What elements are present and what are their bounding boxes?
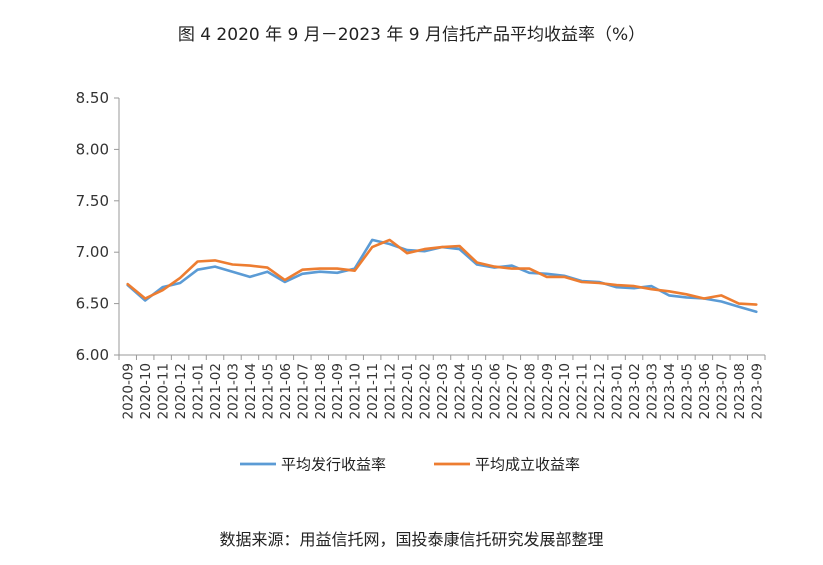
- x-tick-label: 2022-12: [592, 363, 608, 419]
- x-tick-label: 2021-02: [208, 363, 224, 419]
- x-tick-label: 2021-09: [330, 363, 346, 419]
- axes: [118, 98, 765, 356]
- legend: 平均发行收益率 平均成立收益率: [240, 456, 580, 474]
- x-tick-label: 2021-12: [383, 363, 399, 419]
- x-tick-label: 2021-04: [243, 363, 259, 419]
- x-tick-label: 2022-07: [505, 363, 521, 419]
- x-tick-label: 2021-05: [260, 363, 276, 419]
- x-tick-label: 2020-12: [173, 363, 189, 419]
- series-line-2: [126, 238, 758, 306]
- x-tick-label: 2022-09: [540, 363, 556, 419]
- x-tick-label: 2023-08: [732, 363, 748, 419]
- x-tick-label: 2023-04: [662, 363, 678, 419]
- x-tick-label: 2023-09: [749, 363, 765, 419]
- x-tick-label: 2022-08: [522, 363, 538, 419]
- chart-title: 图 4 2020 年 9 月－2023 年 9 月信托产品平均收益率（%）: [177, 25, 646, 45]
- x-tick-label: 2021-11: [365, 363, 381, 419]
- x-tick-label: 2023-05: [679, 363, 695, 419]
- y-tick-label: 8.00: [76, 140, 109, 158]
- x-tick-label: 2022-02: [418, 363, 434, 419]
- y-tick-label: 8.50: [76, 89, 109, 107]
- x-tick-label: 2021-08: [313, 363, 329, 419]
- series-lines: [126, 238, 758, 314]
- x-tick-label: 2021-01: [191, 363, 207, 419]
- x-axis-tick-labels: 2020-09 2020-10 2020-11 2020-12 2021-01 2021-…: [118, 355, 766, 419]
- x-tick-label: 2022-10: [557, 363, 573, 419]
- y-tick-label: 6.50: [76, 295, 109, 313]
- x-tick-label: 2021-07: [295, 363, 311, 419]
- x-tick-label: 2022-05: [470, 363, 486, 419]
- x-tick-label: 2023-07: [714, 363, 730, 419]
- x-tick-label: 2022-01: [400, 363, 416, 419]
- x-tick-label: 2020-10: [138, 363, 154, 419]
- x-tick-label: 2022-11: [575, 363, 591, 419]
- y-tick-label: 6.00: [76, 346, 109, 364]
- x-tick-label: 2023-06: [697, 363, 713, 419]
- source-note: 数据来源：用益信托网，国投泰康信托研究发展部整理: [219, 530, 604, 549]
- x-tick-label: 2021-03: [225, 363, 241, 419]
- x-tick-label: 2022-03: [435, 363, 451, 419]
- y-tick-label: 7.00: [76, 243, 109, 261]
- legend-label-2: 平均成立收益率: [475, 456, 580, 474]
- x-tick-label: 2020-09: [121, 363, 137, 419]
- x-tick-label: 2023-01: [610, 363, 626, 419]
- legend-label-1: 平均发行收益率: [281, 456, 386, 474]
- x-tick-label: 2021-06: [278, 363, 294, 419]
- x-tick-label: 2023-03: [645, 363, 661, 419]
- series-line-1: [126, 238, 758, 314]
- x-tick-label: 2022-04: [452, 363, 468, 419]
- x-tick-label: 2021-10: [348, 363, 364, 419]
- x-tick-label: 2020-11: [156, 363, 172, 419]
- y-axis-tick-labels: 6.00 6.50 7.00 7.50 8.00 8.50: [76, 89, 119, 364]
- x-tick-label: 2022-06: [487, 363, 503, 419]
- x-tick-label: 2023-02: [627, 363, 643, 419]
- y-tick-label: 7.50: [76, 192, 109, 210]
